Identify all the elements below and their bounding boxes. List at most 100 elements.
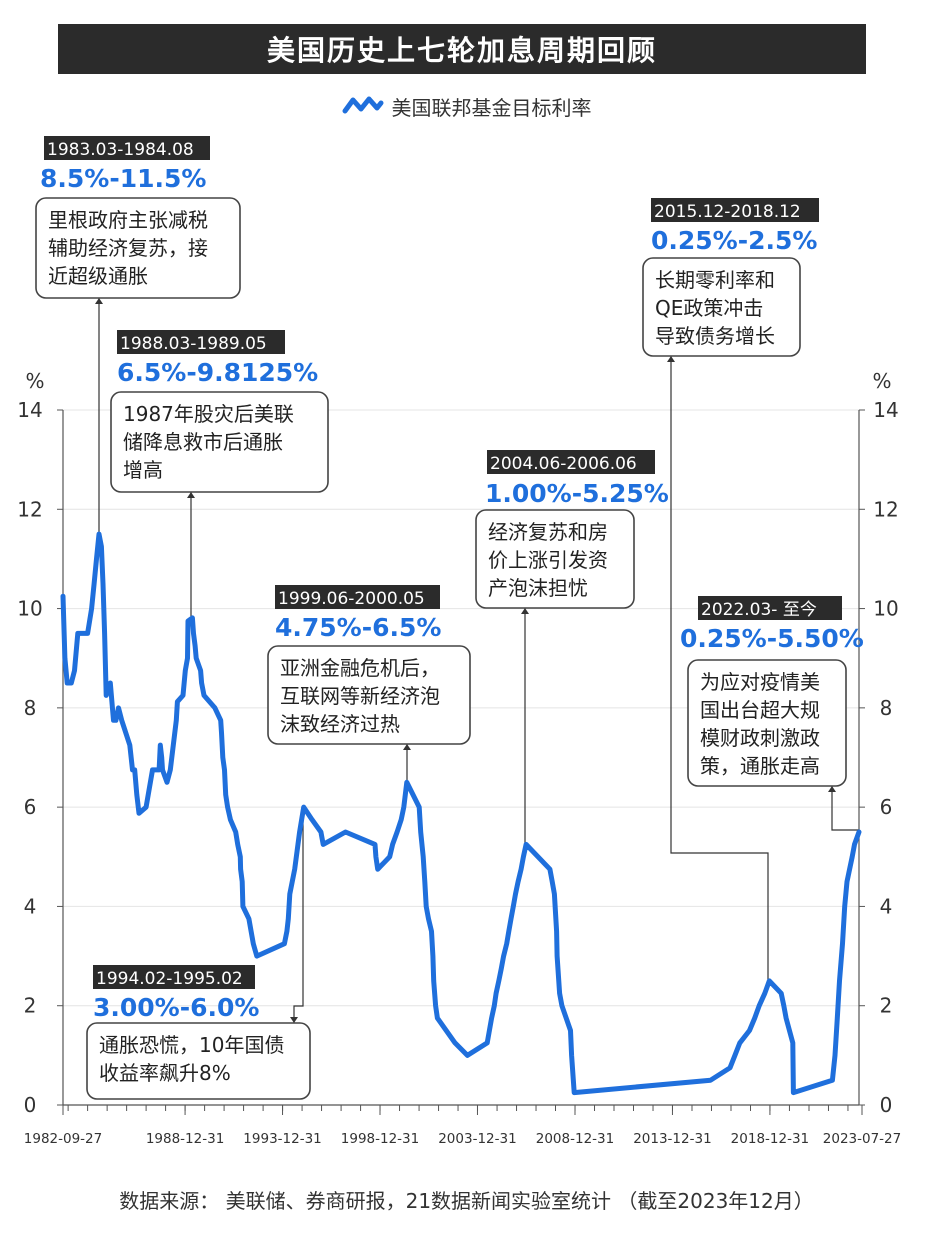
legend-label: 美国联邦基金目标利率	[391, 95, 592, 120]
callout-text: 收益率飙升8%	[99, 1061, 231, 1085]
callout-text: 沫致经济过热	[280, 712, 400, 736]
callout-text: 长期零利率和	[655, 268, 775, 292]
y-tick-label-right: 10	[873, 597, 898, 621]
callout-text: 策，通胀走高	[700, 754, 820, 778]
period-badge-bg	[44, 136, 210, 160]
callout-box	[642, 257, 801, 357]
annotation-2004: 2004.06-2006.06 1.00%-5.25% 经济复苏和房价上涨引发资产泡…	[475, 450, 669, 609]
leader-line	[831, 786, 859, 831]
period-label: 1999.06-2000.05	[278, 589, 425, 609]
callout-text: 增高	[123, 458, 163, 482]
callout-text: 导致债务增长	[655, 324, 775, 348]
period-label: 2015.12-2018.12	[654, 202, 801, 222]
callout-text: 通胀恐慌，10年国债	[99, 1033, 284, 1057]
y-tick-label: 14	[17, 398, 42, 422]
leader-pointer	[828, 786, 836, 792]
leader-pointer	[290, 1017, 298, 1023]
y-tick-label-right: 12	[873, 497, 898, 521]
callout-box	[267, 645, 471, 745]
callout-box	[110, 391, 329, 493]
period-badge-bg	[698, 596, 842, 620]
rate-range: 1.00%-5.25%	[485, 479, 669, 508]
y-tick-label: 10	[17, 597, 42, 621]
period-label: 2022.03- 至今	[701, 600, 817, 620]
y-tick-label-right: 4	[880, 894, 893, 918]
callout-box	[475, 509, 635, 609]
callout-text: 互联网等新经济泡	[280, 684, 440, 708]
y-tick-label: 6	[24, 795, 37, 819]
x-tick-label: 2013-12-31	[633, 1131, 711, 1147]
annotation-2015: 2015.12-2018.12 0.25%-2.5% 长期零利率和 QE政策冲击导致债…	[642, 198, 819, 357]
rate-range: 3.00%-6.0%	[93, 993, 259, 1022]
callout-text: QE政策冲击	[655, 296, 763, 320]
y-tick-label-right: 14	[873, 398, 898, 422]
y-axis-unit: %	[25, 369, 44, 393]
chart-title: 美国历史上七轮加息周期回顾	[58, 24, 866, 74]
annotation-1994: 1994.02-1995.02 3.00%-6.0% 通胀恐慌，10年国债收益率飙升…	[86, 965, 311, 1100]
y-tick-label: 4	[24, 894, 37, 918]
callout-text: 国出台超大规	[700, 698, 820, 722]
y-tick-label: 0	[24, 1093, 37, 1117]
period-badge-bg	[117, 330, 285, 354]
period-label: 1994.02-1995.02	[96, 969, 243, 989]
y-tick-label: 8	[24, 696, 37, 720]
rate-range: 8.5%-11.5%	[40, 164, 206, 193]
y-tick-label-right: 6	[880, 795, 893, 819]
rate-range: 0.25%-2.5%	[651, 226, 817, 255]
leader-line	[670, 356, 769, 980]
y-tick-label-right: 8	[880, 696, 893, 720]
callout-text: 价上涨引发资	[488, 548, 608, 572]
x-tick-label: 2023-07-27	[823, 1131, 901, 1147]
y-tick-label: 2	[24, 994, 37, 1018]
rate-range: 4.75%-6.5%	[275, 613, 441, 642]
period-badge-bg	[487, 450, 655, 474]
period-label: 2004.06-2006.06	[490, 454, 637, 474]
source-note: 数据来源： 美联储、券商研报，21数据新闻实验室统计 （截至2023年12月）	[119, 1189, 814, 1213]
callout-text: 1987年股灾后美联	[123, 402, 294, 426]
leader-pointer	[521, 608, 529, 614]
y-axis-unit-right: %	[872, 369, 891, 393]
legend: 美国联邦基金目标利率	[0, 92, 933, 120]
leader-line	[293, 812, 304, 1023]
callout-box	[35, 197, 241, 299]
rate-range: 0.25%-5.50%	[680, 624, 864, 653]
y-tick-label-right: 2	[880, 994, 893, 1018]
x-tick-label: 2008-12-31	[536, 1131, 614, 1147]
callout-text: 产泡沫担忧	[488, 576, 588, 600]
legend-line-icon	[342, 96, 383, 114]
period-label: 1983.03-1984.08	[47, 140, 194, 160]
callout-text: 亚洲金融危机后，	[280, 656, 440, 680]
x-tick-label: 1998-12-31	[341, 1131, 419, 1147]
period-label: 1988.03-1989.05	[120, 334, 267, 354]
callout-text: 为应对疫情美	[700, 670, 820, 694]
annotation-1983: 1983.03-1984.08 8.5%-11.5% 里根政府主张减税辅助经济复苏，…	[35, 136, 241, 299]
x-tick-label: 2003-12-31	[438, 1131, 516, 1147]
y-tick-label: 12	[17, 497, 42, 521]
x-tick-label: 2018-12-31	[731, 1131, 809, 1147]
y-tick-label-right: 0	[880, 1093, 893, 1117]
callout-text: 储降息救市后通胀	[123, 430, 283, 454]
period-badge-bg	[651, 198, 819, 222]
callout-text: 模财政刺激政	[700, 726, 820, 750]
leader-pointer	[403, 744, 411, 750]
callout-text: 里根政府主张减税	[48, 208, 208, 232]
leader-pointer	[667, 356, 675, 362]
callout-text: 辅助经济复苏，接	[48, 236, 208, 260]
x-tick-label: 1993-12-31	[243, 1131, 321, 1147]
callout-text: 经济复苏和房	[488, 520, 608, 544]
callout-text: 近超级通胀	[48, 264, 148, 288]
period-badge-bg	[93, 965, 255, 989]
callout-box	[687, 659, 847, 787]
annotation-1999: 1999.06-2000.05 4.75%-6.5% 亚洲金融危机后， 互联网等新经济…	[267, 585, 471, 745]
callout-box	[86, 1022, 311, 1100]
period-badge-bg	[275, 585, 440, 609]
leader-pointer	[187, 492, 195, 498]
x-tick-label: 1982-09-27	[24, 1131, 102, 1147]
annotation-2022: 2022.03- 至今 0.25%-5.50% 为应对疫情美国出台超大规模财政刺激政…	[680, 596, 864, 787]
leader-pointer	[95, 298, 103, 304]
x-tick-label: 1988-12-31	[146, 1131, 224, 1147]
rate-range: 6.5%-9.8125%	[117, 358, 318, 387]
series-line	[60, 531, 862, 1096]
annotation-1988: 1988.03-1989.05 6.5%-9.8125% 1987年股灾后美联储降息…	[110, 330, 329, 493]
